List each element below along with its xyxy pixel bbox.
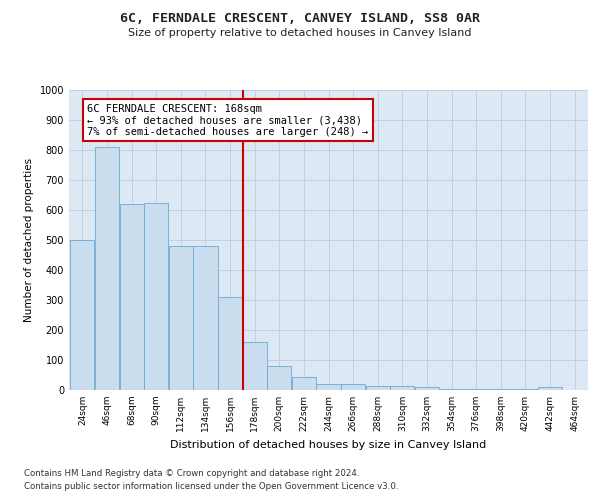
Text: 6C, FERNDALE CRESCENT, CANVEY ISLAND, SS8 0AR: 6C, FERNDALE CRESCENT, CANVEY ISLAND, SS… [120, 12, 480, 26]
Y-axis label: Number of detached properties: Number of detached properties [24, 158, 34, 322]
Bar [70, 240, 94, 390]
Bar [341, 384, 365, 390]
Bar [538, 387, 562, 390]
Bar [390, 386, 415, 390]
Bar [415, 387, 439, 390]
Bar [316, 384, 341, 390]
Bar [267, 366, 292, 390]
Bar [439, 388, 464, 390]
Text: Contains public sector information licensed under the Open Government Licence v3: Contains public sector information licen… [24, 482, 398, 491]
Bar [242, 342, 267, 390]
X-axis label: Distribution of detached houses by size in Canvey Island: Distribution of detached houses by size … [170, 440, 487, 450]
Bar [292, 376, 316, 390]
Text: Size of property relative to detached houses in Canvey Island: Size of property relative to detached ho… [128, 28, 472, 38]
Bar [193, 246, 218, 390]
Text: 6C FERNDALE CRESCENT: 168sqm
← 93% of detached houses are smaller (3,438)
7% of : 6C FERNDALE CRESCENT: 168sqm ← 93% of de… [87, 104, 368, 136]
Bar [169, 246, 193, 390]
Bar [514, 388, 538, 390]
Bar [365, 386, 390, 390]
Bar [218, 297, 242, 390]
Bar [488, 388, 513, 390]
Bar [464, 388, 488, 390]
Text: Contains HM Land Registry data © Crown copyright and database right 2024.: Contains HM Land Registry data © Crown c… [24, 468, 359, 477]
Bar [144, 202, 169, 390]
Bar [119, 204, 143, 390]
Bar [95, 147, 119, 390]
